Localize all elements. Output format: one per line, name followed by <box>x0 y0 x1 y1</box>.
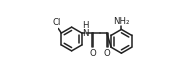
Text: O: O <box>90 49 96 58</box>
Text: O: O <box>103 49 110 58</box>
Text: N: N <box>82 29 89 38</box>
Text: Cl: Cl <box>53 18 61 27</box>
Text: NH₂: NH₂ <box>113 17 130 26</box>
Text: H: H <box>82 21 89 30</box>
